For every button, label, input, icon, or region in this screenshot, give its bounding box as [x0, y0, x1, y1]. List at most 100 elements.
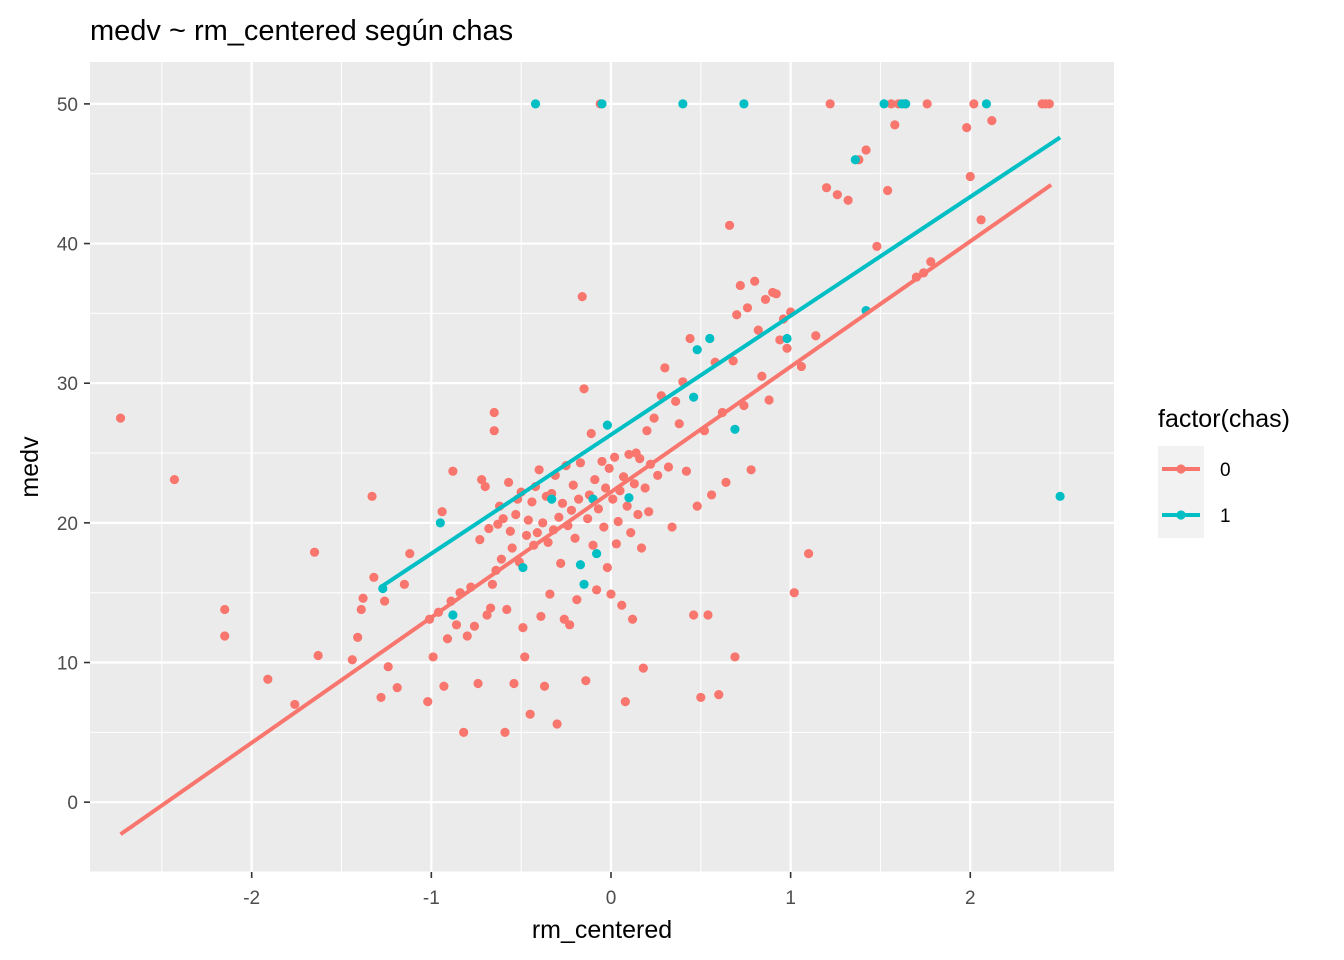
data-point-chas-0	[428, 652, 438, 662]
data-point-chas-0	[642, 426, 652, 436]
data-point-chas-0	[575, 458, 586, 468]
legend-item-chas-1: 1	[1158, 492, 1231, 538]
data-point-chas-1	[597, 99, 607, 109]
data-point-chas-1	[575, 560, 586, 570]
data-point-chas-0	[696, 692, 706, 703]
data-point-chas-0	[586, 428, 596, 439]
data-point-chas-0	[579, 384, 589, 394]
legend-keys: 01	[1158, 446, 1231, 538]
data-point-chas-0	[383, 662, 393, 672]
y-tick-label: 40	[57, 235, 78, 256]
data-point-chas-0	[746, 465, 756, 475]
data-point-chas-0	[636, 543, 647, 553]
data-point-chas-0	[566, 505, 577, 515]
data-point-chas-0	[487, 579, 498, 589]
data-point-chas-0	[872, 241, 882, 251]
data-point-chas-0	[757, 371, 767, 381]
data-point-chas-1	[592, 548, 602, 559]
data-point-chas-1	[689, 392, 699, 402]
data-point-chas-0	[775, 335, 785, 345]
data-point-chas-0	[263, 674, 273, 684]
y-tick-label: 20	[57, 514, 78, 535]
data-point-chas-0	[353, 632, 363, 642]
data-point-chas-0	[451, 620, 462, 630]
data-point-chas-0	[220, 604, 230, 615]
data-point-chas-0	[532, 528, 542, 538]
data-point-chas-0	[557, 498, 568, 508]
data-point-chas-0	[674, 419, 684, 429]
data-point-chas-0	[789, 588, 799, 598]
data-point-chas-0	[405, 548, 415, 559]
data-point-chas-0	[523, 515, 533, 525]
legend: factor(chas) 01	[1158, 405, 1290, 538]
data-point-chas-0	[527, 497, 537, 507]
data-point-chas-0	[552, 719, 562, 729]
data-point-chas-0	[518, 623, 528, 633]
data-point-chas-1	[448, 610, 458, 620]
data-point-chas-0	[660, 363, 670, 373]
data-point-chas-0	[613, 516, 623, 527]
data-point-chas-0	[600, 483, 611, 493]
data-point-chas-0	[627, 614, 638, 624]
data-point-chas-1	[782, 333, 792, 344]
data-point-chas-0	[574, 494, 584, 504]
data-point-chas-0	[593, 504, 604, 514]
data-point-chas-0	[692, 501, 702, 511]
data-point-chas-0	[832, 190, 842, 200]
data-point-chas-0	[976, 215, 986, 225]
data-point-chas-0	[629, 479, 639, 489]
data-point-chas-0	[358, 593, 368, 603]
data-point-chas-0	[509, 678, 519, 689]
data-point-chas-1	[850, 155, 860, 165]
data-point-chas-0	[962, 123, 972, 133]
data-point-chas-0	[477, 474, 487, 485]
data-point-chas-1	[730, 424, 740, 434]
data-point-chas-0	[534, 465, 544, 475]
data-point-chas-0	[724, 220, 735, 230]
data-point-chas-1	[530, 99, 541, 109]
data-point-chas-0	[539, 681, 550, 691]
x-tick-label: 2	[965, 888, 976, 909]
data-point-chas-0	[502, 604, 512, 615]
data-point-chas-0	[663, 462, 674, 472]
data-point-chas-0	[764, 395, 774, 405]
y-tick-label: 10	[57, 654, 78, 675]
data-point-chas-0	[392, 683, 402, 693]
data-point-chas-0	[728, 356, 738, 366]
data-point-chas-0	[489, 426, 499, 436]
data-point-chas-0	[883, 185, 893, 196]
data-point-chas-0	[565, 620, 575, 630]
data-point-chas-0	[577, 292, 587, 302]
data-point-chas-0	[496, 554, 506, 564]
data-point-chas-0	[489, 407, 499, 418]
fit-line-chas-0	[119, 183, 1053, 836]
minor-gridlines	[90, 62, 1114, 873]
data-point-chas-0	[821, 183, 832, 193]
x-tick-label: 1	[785, 888, 796, 909]
data-point-chas-0	[649, 413, 659, 423]
data-point-chas-0	[572, 595, 582, 605]
data-point-chas-1	[1055, 491, 1065, 501]
data-point-chas-1	[692, 345, 702, 355]
data-point-chas-0	[437, 507, 447, 517]
data-point-chas-0	[782, 343, 792, 353]
data-point-chas-0	[667, 522, 677, 532]
data-point-chas-0	[459, 727, 469, 737]
data-point-chas-0	[714, 690, 724, 700]
data-point-chas-0	[653, 470, 663, 480]
data-point-chas-0	[545, 589, 555, 599]
data-point-chas-0	[309, 547, 320, 557]
data-point-chas-0	[608, 494, 618, 504]
data-point-chas-0	[115, 413, 126, 423]
data-point-chas-0	[525, 709, 535, 719]
data-point-chas-0	[583, 514, 593, 524]
data-point-chas-0	[753, 325, 763, 335]
data-point-chas-0	[681, 466, 692, 476]
data-point-chas-0	[825, 99, 835, 109]
data-point-chas-0	[635, 454, 645, 464]
x-tick-label: -2	[243, 888, 260, 909]
data-point-chas-0	[640, 483, 650, 493]
legend-item-chas-0: 0	[1158, 446, 1231, 492]
data-point-chas-0	[290, 699, 300, 710]
